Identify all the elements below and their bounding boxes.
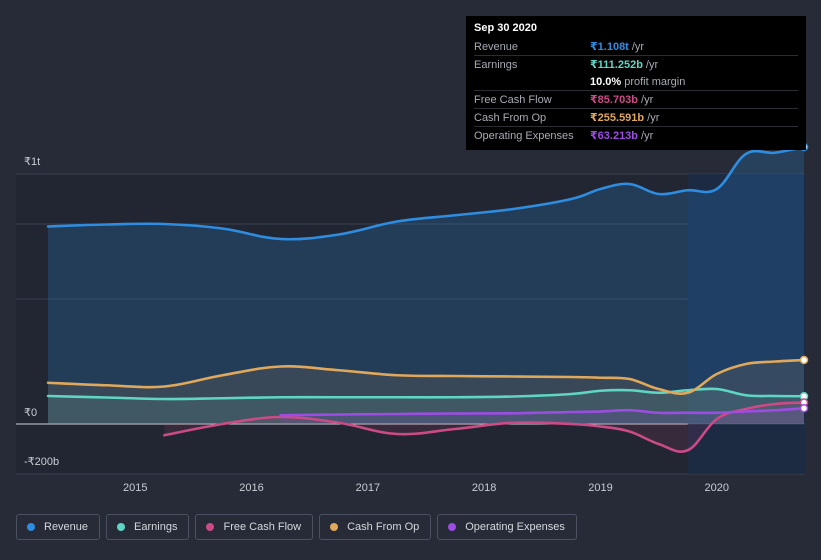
tooltip-unit: /yr (645, 58, 659, 71)
point-operating-expenses (799, 404, 809, 413)
area-free-cash-flow (164, 402, 805, 452)
tooltip-unit: /yr (631, 40, 645, 53)
area-earnings (48, 388, 804, 424)
x-tick-label: 2017 (356, 482, 380, 494)
tooltip-label: Cash From Op (474, 111, 547, 124)
legend-label: Revenue (44, 521, 89, 533)
legend-item-free-cash-flow[interactable]: Free Cash Flow (195, 514, 314, 540)
tooltip-value: ₹111.252b (590, 59, 643, 71)
tooltip-row-free-cash-flow: Free Cash Flow ₹85.703b /yr (474, 90, 798, 108)
x-tick-label: 2015 (123, 482, 147, 494)
tooltip-value: ₹255.591b (590, 112, 645, 124)
legend-label: Free Cash Flow (223, 521, 302, 533)
tooltip-row-profit-margin: 10.0% profit margin (474, 73, 798, 90)
legend-item-earnings[interactable]: Earnings (106, 514, 190, 540)
tooltip-row-earnings: Earnings ₹111.252b /yr (474, 55, 798, 73)
legend-dot-icon (330, 523, 339, 531)
y-tick-label: ₹0 (24, 407, 37, 419)
tooltip-label: Revenue (474, 40, 519, 53)
tooltip-value: 10.0% (590, 75, 622, 88)
point-cash-from-op (799, 355, 809, 365)
x-tick-label: 2016 (239, 482, 263, 494)
legend-dot-icon (448, 523, 457, 531)
tooltip: Sep 30 2020 Revenue ₹1.108t /yr Earnings… (466, 16, 806, 150)
tooltip-label: Free Cash Flow (474, 93, 552, 106)
line-revenue (46, 145, 806, 241)
x-tick-label: 2020 (705, 482, 729, 494)
x-tick-label: 2019 (588, 482, 612, 494)
area-cash-from-op (48, 360, 804, 424)
legend-dot-icon (27, 523, 35, 531)
x-tick-label: 2018 (472, 482, 496, 494)
tooltip-row-revenue: Revenue ₹1.108t /yr (474, 38, 798, 55)
legend-item-operating-expenses[interactable]: Operating Expenses (437, 514, 577, 540)
tooltip-row-cash-from-op: Cash From Op ₹255.591b /yr (474, 108, 798, 126)
legend-item-revenue[interactable]: Revenue (16, 514, 101, 540)
y-tick-label: ₹1t (24, 156, 40, 168)
legend-dot-icon (206, 523, 215, 531)
tooltip-value: ₹1.108t (590, 41, 629, 53)
highlight-band (687, 174, 805, 474)
line-earnings (46, 387, 806, 401)
line-cash-from-op (46, 358, 806, 395)
area-operating-expenses (280, 408, 805, 424)
tooltip-date: Sep 30 2020 (474, 22, 537, 34)
tooltip-row-operating-expenses: Operating Expenses ₹63.213b /yr (474, 126, 798, 144)
legend-label: Operating Expenses (465, 521, 565, 533)
legend-label: Cash From Op (347, 521, 420, 533)
tooltip-label: Operating Expenses (474, 129, 574, 142)
tooltip-value: ₹63.213b (590, 130, 639, 142)
tooltip-unit: /yr (647, 111, 660, 124)
legend: Revenue Earnings Free Cash Flow Cash Fro… (16, 514, 577, 542)
tooltip-value: ₹85.703b (590, 94, 639, 106)
y-tick-label: -₹200b (24, 456, 59, 468)
legend-dot-icon (117, 523, 126, 531)
tooltip-unit: /yr (641, 93, 654, 106)
line-operating-expenses (279, 406, 806, 417)
tooltip-unit: /yr (641, 129, 654, 142)
tooltip-label: Earnings (474, 58, 518, 71)
legend-label: Earnings (134, 521, 178, 533)
tooltip-unit: profit margin (624, 75, 686, 88)
area-revenue (48, 147, 804, 424)
legend-item-cash-from-op[interactable]: Cash From Op (319, 514, 432, 540)
